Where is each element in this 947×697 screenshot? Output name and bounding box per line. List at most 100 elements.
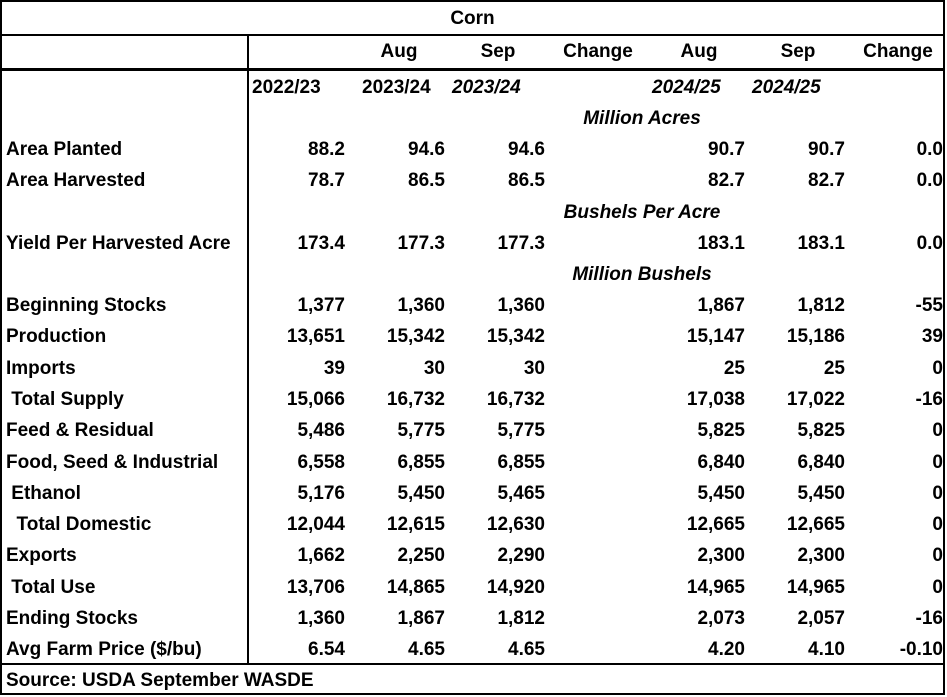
row-value-col-5: 90.7 [808, 139, 845, 160]
row-value-col-2: 2,290 [497, 545, 545, 567]
header-year-2: 2023/24 [452, 77, 521, 98]
row-label: Area Harvested [6, 170, 146, 191]
row-value-col-0: 78.7 [308, 170, 345, 191]
row-value-col-2: 94.6 [508, 139, 545, 160]
header-period-2: Sep [480, 41, 516, 62]
row-value-col-1: 1,867 [397, 608, 445, 629]
row-label: Area Planted [6, 139, 123, 160]
row-label: Imports [6, 357, 76, 379]
row-value-col-0: 5,486 [297, 420, 345, 442]
row-value-col-6: -16 [915, 608, 943, 629]
row-value-col-5: 5,450 [797, 482, 845, 504]
title-divider [2, 34, 943, 36]
table-row: Production 13,651 15,342 15,342 15,147 15,186… [2, 321, 943, 352]
row-label: Beginning Stocks [6, 295, 167, 316]
row-value-col-0: 1,360 [297, 608, 345, 629]
row-value-col-6: 0 [932, 514, 943, 536]
row-value-col-6: 0.0 [916, 170, 943, 191]
table-title: Corn [450, 8, 495, 29]
row-value-col-2: 5,775 [497, 420, 545, 442]
table-row: Total Use 13,706 14,865 14,920 14,965 14,965 0 [2, 572, 943, 603]
row-label: Total Supply [6, 388, 124, 410]
section-million-acres-label: Million Acres [583, 108, 701, 129]
row-value-col-1: 6,855 [397, 451, 445, 473]
table-row: Yield Per Harvested Acre 173.4 177.3 177.3 1… [2, 228, 943, 259]
row-value-col-4: 12,665 [686, 514, 745, 536]
row-value-col-1: 4.65 [408, 639, 445, 661]
section-million-bushels-label: Million Bushels [572, 264, 712, 285]
header-year-1: 2023/24 [362, 77, 431, 98]
row-value-col-5: 2,300 [797, 545, 845, 567]
row-value-col-4: 183.1 [697, 233, 745, 254]
row-value-col-2: 1,812 [497, 608, 545, 629]
row-label: Total Domestic [6, 514, 152, 536]
source-divider [2, 663, 943, 665]
row-label: Production [6, 326, 107, 348]
row-value-col-4: 14,965 [686, 576, 745, 598]
section-bushels-per-acre: Bushels Per Acre [2, 197, 943, 228]
row-value-col-6: 39 [921, 326, 943, 348]
row-value-col-6: 0 [932, 451, 943, 473]
table-row: Area Harvested 78.7 86.5 86.5 82.7 82.7 0.0 [2, 165, 943, 196]
row-value-col-4: 6,840 [697, 451, 745, 473]
row-value-col-0: 6,558 [297, 451, 345, 473]
header-period-6: Change [863, 41, 933, 62]
table-row: Total Domestic 12,044 12,615 12,630 12,665 12… [2, 509, 943, 540]
title-row: Corn [2, 3, 943, 34]
row-value-col-1: 5,450 [397, 482, 445, 504]
row-value-col-0: 15,066 [286, 388, 345, 410]
row-value-col-1: 177.3 [397, 233, 445, 254]
row-value-col-2: 15,342 [486, 326, 545, 348]
row-value-col-0: 88.2 [308, 139, 345, 160]
row-value-col-2: 177.3 [497, 233, 545, 254]
row-value-col-6: 0 [932, 545, 943, 567]
row-value-col-5: 17,022 [786, 388, 845, 410]
row-value-col-1: 2,250 [397, 545, 445, 567]
header-row-periods: Aug Sep Change Aug Sep Change [2, 36, 943, 67]
section-million-bushels: Million Bushels [2, 259, 943, 290]
row-value-col-2: 5,465 [497, 482, 545, 504]
row-label: Avg Farm Price ($/bu) [6, 639, 202, 661]
row-value-col-0: 39 [323, 357, 345, 379]
row-value-col-1: 16,732 [386, 388, 445, 410]
row-value-col-0: 6.54 [308, 639, 345, 661]
row-value-col-0: 12,044 [286, 514, 345, 536]
table-row: Beginning Stocks 1,377 1,360 1,360 1,867 1,81… [2, 290, 943, 321]
table-row: Ethanol 5,176 5,450 5,465 5,450 5,450 0 [2, 478, 943, 509]
row-value-col-0: 13,651 [286, 326, 345, 348]
row-value-col-2: 86.5 [508, 170, 545, 191]
row-value-col-6: 0.0 [916, 233, 943, 254]
row-value-col-6: 0.0 [916, 139, 943, 160]
row-value-col-1: 14,865 [386, 576, 445, 598]
section-million-acres: Million Acres [2, 103, 943, 134]
row-value-col-6: -16 [915, 388, 943, 410]
section-bushels-per-acre-label: Bushels Per Acre [563, 202, 721, 223]
row-label: Yield Per Harvested Acre [6, 233, 231, 254]
table-row: Ending Stocks 1,360 1,867 1,812 2,073 2,057 -1… [2, 603, 943, 634]
header-period-4: Aug [680, 41, 718, 62]
header-divider [2, 68, 943, 71]
row-value-col-6: 0 [932, 420, 943, 442]
header-year-5: 2024/25 [752, 77, 821, 98]
row-label: Total Use [6, 576, 96, 598]
row-label: Food, Seed & Industrial [6, 451, 219, 473]
row-value-col-4: 4.20 [708, 639, 745, 661]
row-value-col-5: 1,812 [797, 295, 845, 316]
header-row-years: 2022/23 2023/24 2023/24 2024/25 2024/25 [2, 72, 943, 103]
row-value-col-4: 17,038 [686, 388, 745, 410]
row-value-col-5: 15,186 [786, 326, 845, 348]
row-value-col-6: 0 [932, 482, 943, 504]
label-column-divider [247, 34, 249, 663]
table-row: Feed & Residual 5,486 5,775 5,775 5,825 5,825… [2, 415, 943, 446]
table-row: Exports 1,662 2,250 2,290 2,300 2,300 0 [2, 540, 943, 571]
row-value-col-4: 5,450 [697, 482, 745, 504]
table-row: Imports 39 30 30 25 25 0 [2, 353, 943, 384]
row-value-col-4: 82.7 [708, 170, 745, 191]
header-period-1: Aug [380, 41, 418, 62]
table-row: Total Supply 15,066 16,732 16,732 17,038 17,0… [2, 384, 943, 415]
row-value-col-5: 2,057 [797, 608, 845, 629]
header-year-0: 2022/23 [252, 77, 321, 98]
row-value-col-4: 90.7 [708, 139, 745, 160]
row-value-col-4: 2,073 [697, 608, 745, 629]
